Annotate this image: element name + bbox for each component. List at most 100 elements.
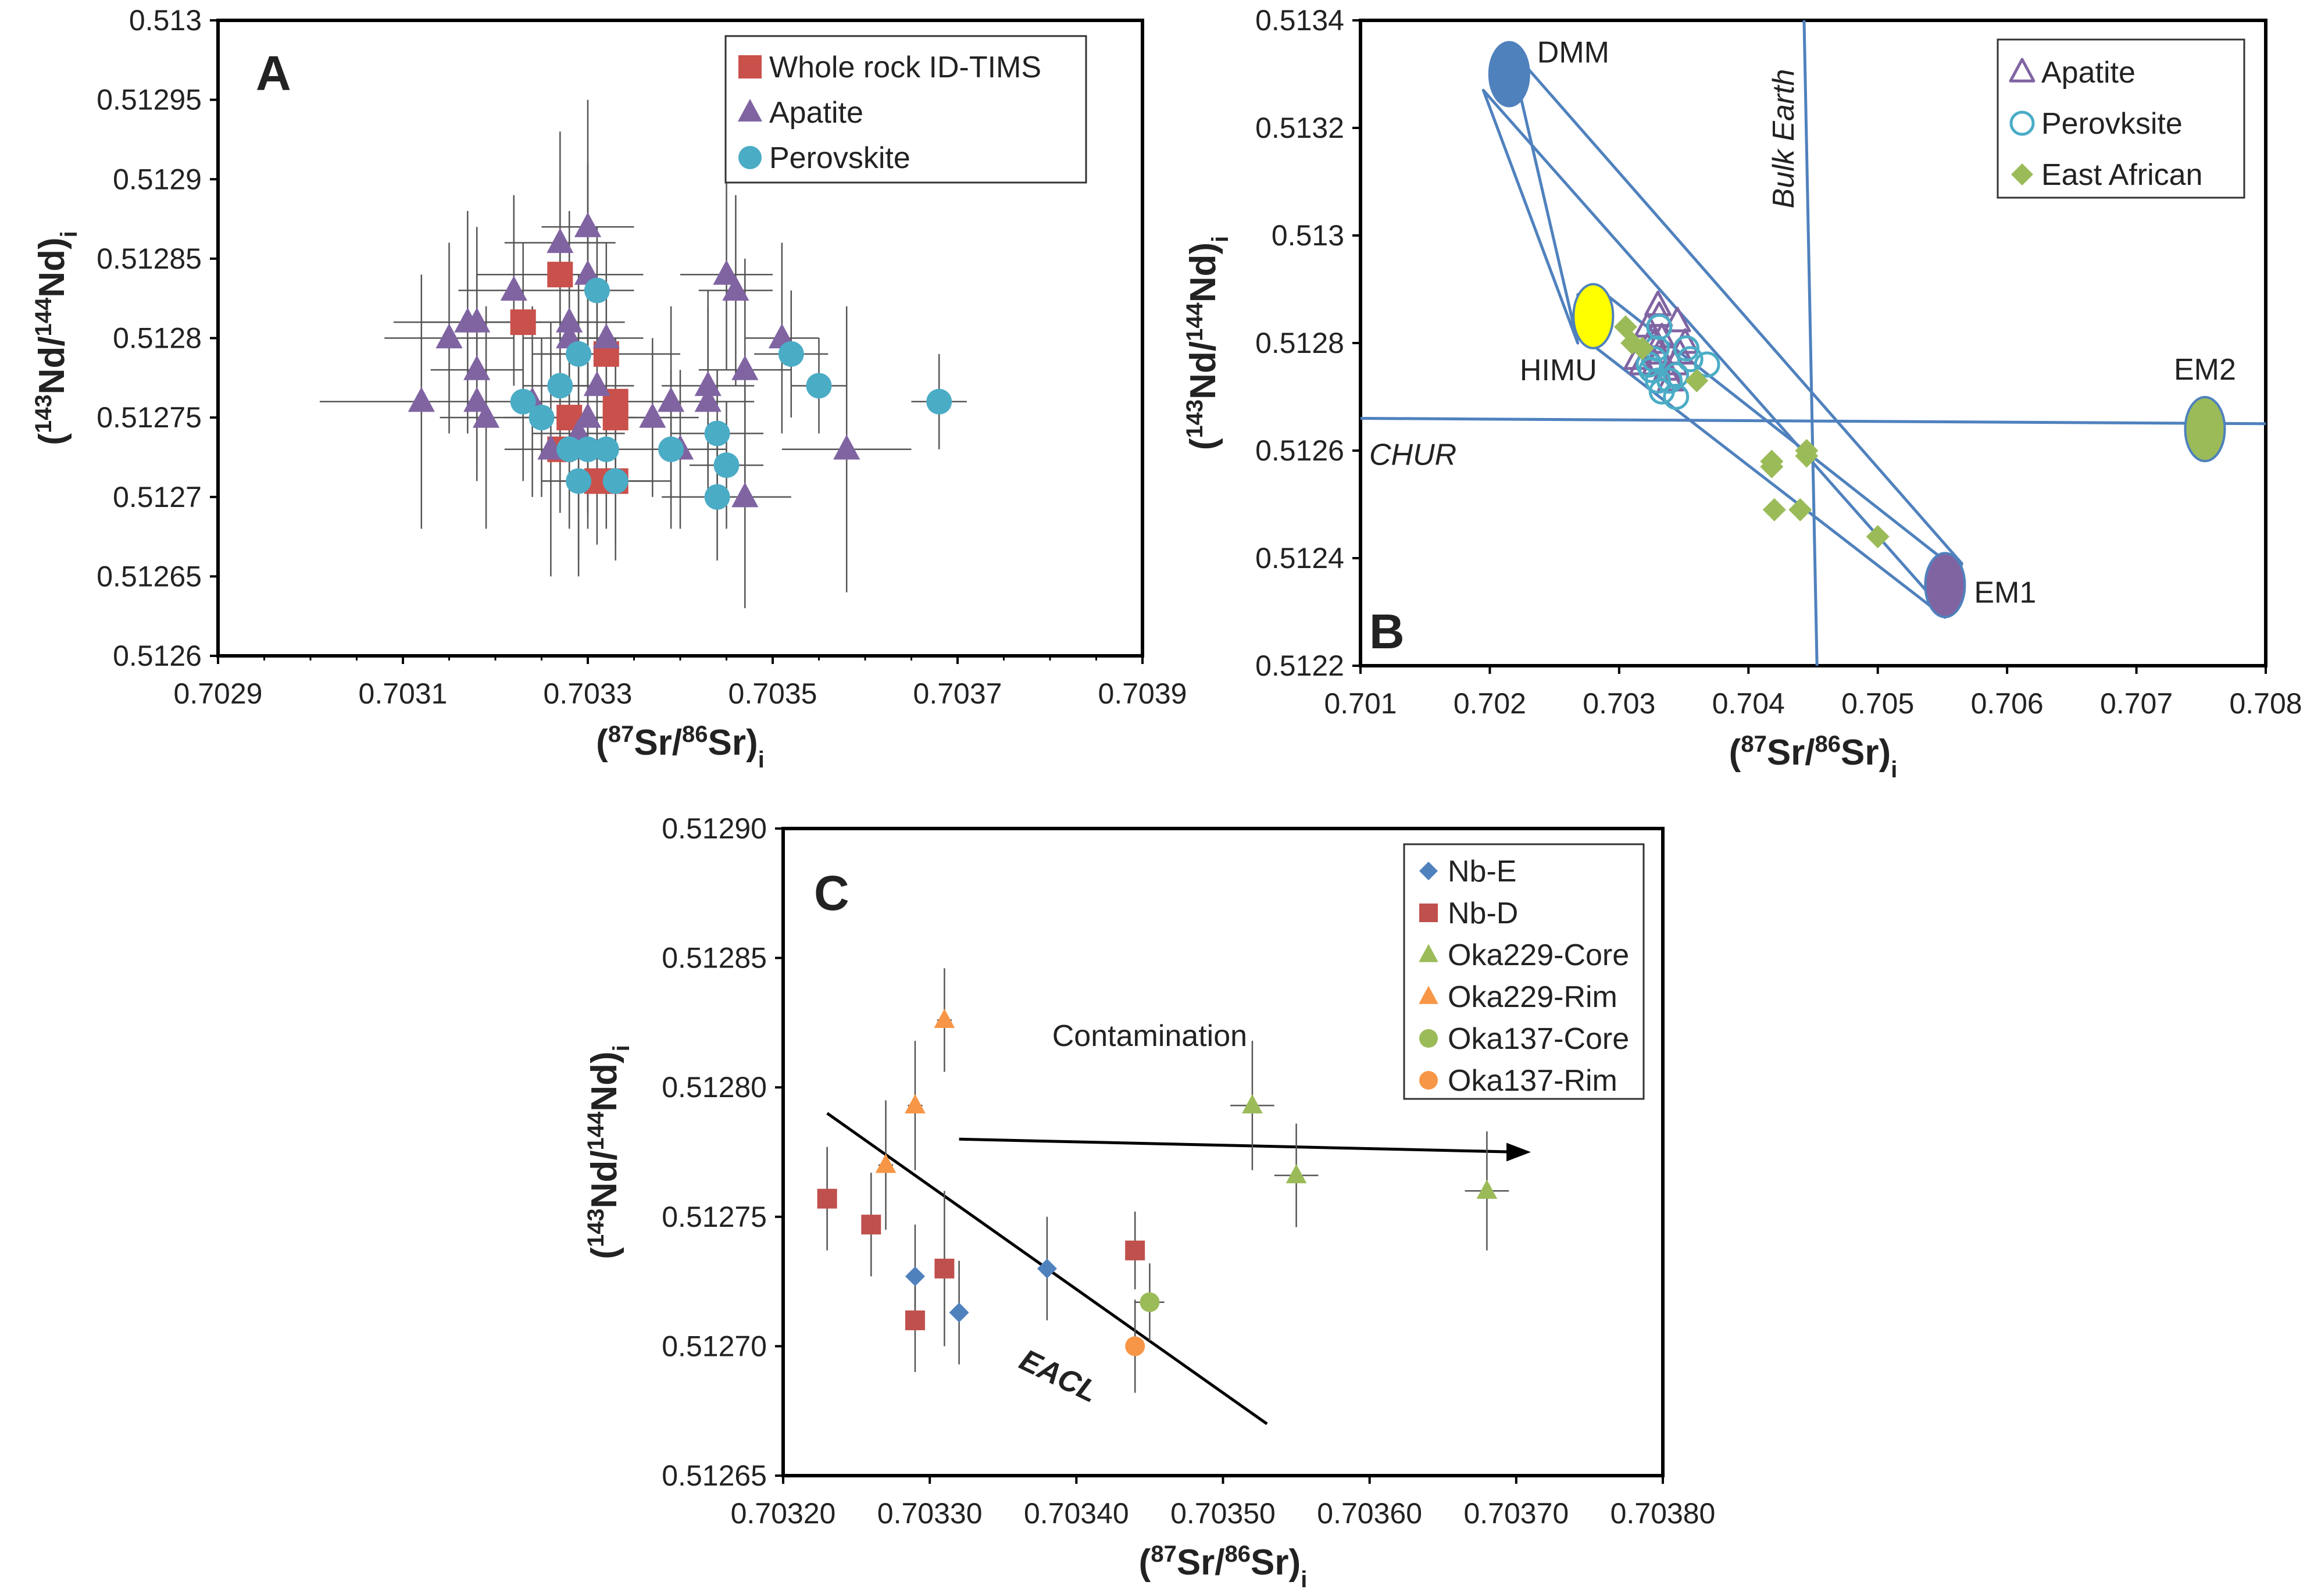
legend-marker-perovksite (2009, 110, 2035, 136)
x-tick-label: 0.70350 (1170, 1497, 1276, 1530)
y-axis-title: (143Nd/144Nd)i (31, 231, 82, 445)
x-tick-label: 0.70360 (1317, 1497, 1422, 1530)
legend-marker-nb-e (1419, 862, 1438, 880)
legend-label-oka137-rim: Oka137-Rim (1448, 1064, 1617, 1098)
legend-box (1403, 843, 1645, 1100)
mixing-envelope (1481, 45, 1963, 613)
point-perovksite (1694, 351, 1720, 378)
x-tick-label: 0.7029 (174, 677, 263, 710)
reservoir-label-dmm: DMM (1537, 36, 1609, 70)
x-tick-label: 0.708 (2229, 687, 2302, 720)
x-axis-title: (87Sr/86Sr)i (596, 722, 765, 773)
point-apatite (547, 228, 574, 253)
legend-label-nb-d: Nb-D (1448, 897, 1518, 930)
y-tick-label: 0.51265 (97, 560, 202, 592)
reservoir-em2 (2184, 396, 2226, 462)
reference-line-chur (1360, 417, 2266, 426)
point-apatite (574, 402, 602, 428)
point-oka137-core (1140, 1292, 1160, 1312)
x-tick-label: 0.70340 (1024, 1497, 1129, 1530)
legend-marker-perovskite (738, 146, 762, 169)
point-perovskite (566, 468, 592, 494)
y-tick-label: 0.5122 (1255, 649, 1344, 682)
y-tick-label: 0.5134 (1255, 4, 1344, 37)
point-perovskite (704, 420, 730, 447)
legend-label-apatite: Apatite (2041, 56, 2136, 90)
point-nb-d (817, 1188, 837, 1209)
legend-label-apatite: Apatite (769, 96, 863, 130)
reference-label-chur: CHUR (1369, 438, 1456, 472)
legend-marker-oka229-rim (1419, 986, 1438, 1004)
point-oka229-core (1285, 1164, 1307, 1184)
y-tick-label: 0.5127 (113, 481, 202, 513)
point-perovskite (602, 468, 629, 494)
point-apatite (1663, 306, 1691, 333)
point-oka229-core (1476, 1179, 1498, 1199)
y-tick-label: 0.5128 (113, 322, 202, 355)
point-perovskite (778, 341, 804, 367)
x-tick-label: 0.701 (1324, 687, 1397, 720)
point-apatite (463, 307, 491, 333)
reservoir-dmm (1488, 41, 1530, 108)
point-nb-e (949, 1302, 969, 1323)
point-nb-d (861, 1215, 881, 1235)
point-apatite (731, 482, 759, 508)
point-apatite (722, 276, 749, 301)
point-east-african (1788, 498, 1812, 522)
point-perovskite (584, 277, 610, 304)
y-tick-label: 0.51270 (662, 1330, 767, 1362)
legend-label-perovksite: Perovksite (2041, 107, 2183, 141)
point-apatite (583, 371, 610, 397)
point-apatite (500, 276, 527, 301)
x-tick-label: 0.7039 (1098, 677, 1187, 710)
y-tick-label: 0.513 (129, 4, 202, 37)
panel-a: 0.7029 0.7031 0.7033 0.7035 0.7037 0.7039 0.51… (31, 4, 1187, 773)
point-east-african (1630, 337, 1654, 360)
point-perovskite (806, 373, 832, 399)
point-perovksite (1673, 335, 1700, 362)
point-apatite (658, 387, 685, 412)
point-east-african (1795, 439, 1819, 462)
point-perovskite (658, 436, 684, 462)
y-tick-label: 0.51290 (662, 812, 767, 845)
y-tick-label: 0.5126 (113, 640, 202, 672)
y-tick-label: 0.51265 (662, 1459, 767, 1492)
x-tick-label: 0.707 (2100, 687, 2173, 720)
x-tick-label: 0.702 (1454, 687, 1526, 720)
point-apatite (592, 323, 620, 349)
x-axis-title: (87Sr/86Sr)i (1139, 1541, 1308, 1593)
panel-c: 0.70320 0.70330 0.70340 0.70350 0.70360 0.703… (583, 812, 1715, 1593)
point-apatite (408, 387, 435, 412)
point-perovksite (1656, 367, 1683, 394)
point-perovskite (593, 436, 619, 462)
point-nb-d (1125, 1240, 1145, 1261)
y-tick-label: 0.5128 (1255, 327, 1344, 359)
point-whole-rock-id-tims (602, 405, 629, 431)
x-tick-label: 0.705 (1841, 687, 1914, 720)
legend-label-whole-rock-id-tims: Whole rock ID-TIMS (769, 51, 1041, 84)
y-tick-label: 0.5126 (1255, 434, 1344, 467)
point-perovksite (1645, 367, 1672, 394)
legend-marker-oka137-core (1419, 1029, 1438, 1048)
point-apatite (639, 402, 666, 428)
point-east-african (1866, 525, 1890, 548)
point-apatite (713, 259, 740, 285)
x-tick-label: 0.70380 (1610, 1497, 1716, 1530)
point-perovskite (575, 436, 601, 462)
x-tick-label: 0.704 (1712, 687, 1785, 720)
point-apatite (833, 434, 860, 460)
point-apatite (731, 355, 759, 380)
x-tick-label: 0.7037 (913, 677, 1002, 710)
contamination-label: Contamination (1052, 1019, 1247, 1053)
contamination-arrow-head (1506, 1142, 1531, 1162)
point-apatite (473, 402, 500, 428)
y-tick-label: 0.5132 (1255, 112, 1344, 144)
legend-box (724, 35, 1087, 184)
point-perovskite (510, 388, 536, 415)
reservoir-label-himu: HIMU (1520, 354, 1597, 387)
panel-letter-c: C (814, 866, 849, 920)
y-tick-label: 0.51285 (97, 242, 202, 275)
point-perovskite (528, 405, 555, 431)
legend-label-oka137-core: Oka137-Core (1448, 1022, 1629, 1056)
legend-marker-east-african (2011, 163, 2033, 185)
